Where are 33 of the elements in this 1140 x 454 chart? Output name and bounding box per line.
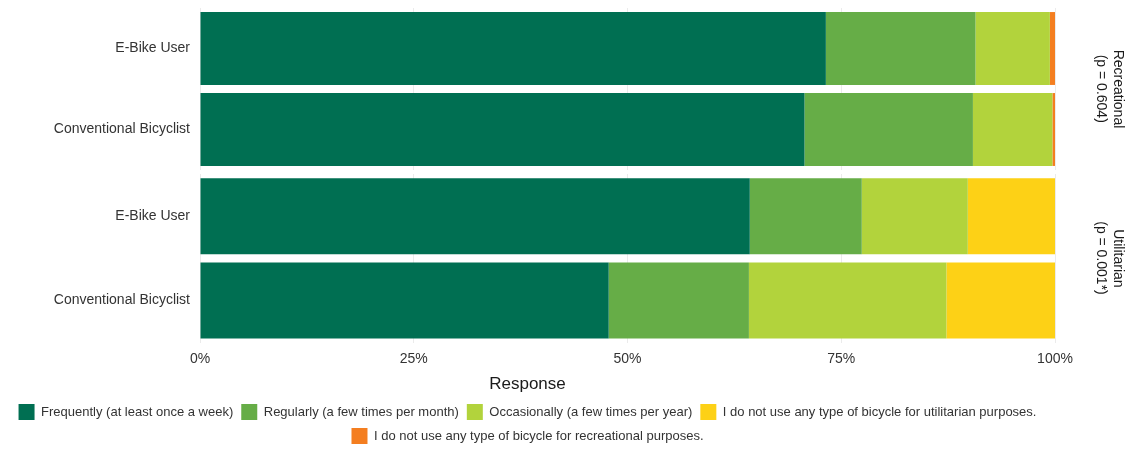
y-tick-label: E-Bike User (115, 39, 191, 56)
text: Utilitarian (p = 0.001*) (1093, 221, 1127, 296)
legend-label: Frequently (at least once a week) (41, 403, 234, 419)
y-tick-label: Conventional Bicyclist (53, 120, 191, 137)
legend-label: I do not use any type of bicycle for recreational purposes. (373, 427, 704, 443)
bar (804, 93, 973, 166)
x-tick-label: 50% (613, 350, 642, 367)
bar (200, 93, 805, 166)
text: Recreational (p = 0.604) (1093, 49, 1127, 129)
bar (200, 178, 750, 255)
bar (946, 262, 1055, 339)
bar (200, 12, 826, 85)
bar (975, 12, 1050, 85)
bar (748, 262, 947, 339)
x-tick-label: 25% (399, 350, 428, 367)
legend-title: Response (489, 373, 566, 393)
legend-label: Regularly (a few times per month) (263, 403, 459, 419)
bar (825, 12, 976, 85)
bar (749, 178, 862, 255)
bar (967, 178, 1055, 255)
bar (1049, 12, 1055, 85)
bar (972, 93, 1053, 166)
y-tick-label: Conventional Bicyclist (53, 291, 191, 308)
x-tick-label: 0% (189, 350, 211, 367)
y-tick-label: E-Bike User (115, 207, 191, 224)
bar (200, 262, 609, 339)
bar (608, 262, 749, 339)
bar (1052, 93, 1055, 166)
legend-label: I do not use any type of bicycle for utilitarian purposes. (722, 403, 1037, 419)
x-tick-label: 100% (1037, 350, 1073, 367)
x-tick-label: 75% (827, 350, 856, 367)
bar (861, 178, 968, 255)
legend-label: Occasionally (a few times per year) (489, 403, 693, 419)
